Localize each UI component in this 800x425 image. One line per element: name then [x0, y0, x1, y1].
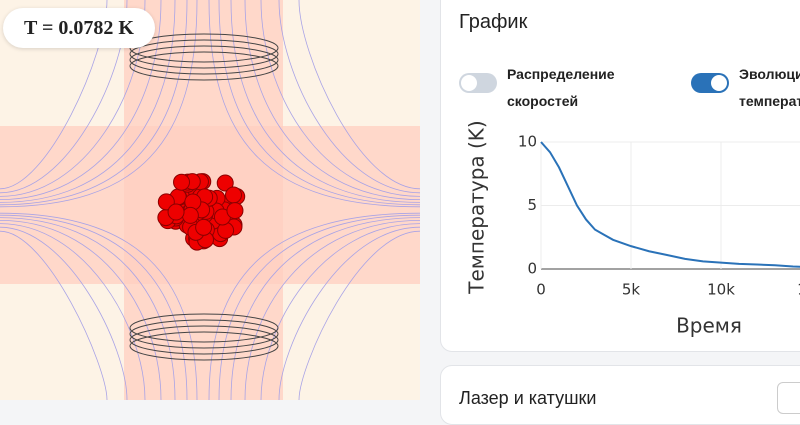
- atom: [167, 203, 185, 221]
- field-line: [208, 0, 420, 208]
- field-line: [244, 0, 420, 200]
- field-line: [244, 220, 420, 400]
- atom-cloud: [157, 173, 246, 251]
- field-line: [0, 226, 128, 400]
- toggle[interactable]: Эволюция температуры: [691, 61, 800, 115]
- field-line: [278, 0, 420, 194]
- atom: [195, 218, 213, 236]
- field-line: [0, 214, 188, 400]
- field-line: [298, 230, 420, 400]
- atom: [225, 186, 243, 204]
- coil-loop: [129, 325, 279, 355]
- coil-loop: [129, 39, 279, 69]
- switch[interactable]: [459, 73, 497, 93]
- coil-loop: [129, 319, 279, 349]
- field-line: [218, 214, 420, 400]
- coil-loop: [129, 33, 279, 63]
- field-line: [298, 0, 420, 190]
- atom: [216, 174, 234, 192]
- knob: [711, 75, 727, 91]
- field-line: [0, 230, 108, 400]
- toggle[interactable]: Распределение скоростей: [459, 61, 637, 115]
- field-line: [0, 223, 146, 400]
- coil-loop: [129, 45, 279, 75]
- toggle-label: Распределение скоростей: [507, 66, 615, 109]
- section-title: Лазер и катушки: [459, 388, 597, 408]
- switch[interactable]: [691, 73, 729, 93]
- field-line: [0, 220, 162, 400]
- field-line: [230, 217, 420, 400]
- field-line: [260, 223, 420, 400]
- field-line: [0, 0, 162, 200]
- atom: [181, 206, 199, 224]
- atom: [173, 173, 191, 191]
- field-line: [278, 226, 420, 400]
- field-line: [0, 0, 176, 203]
- atom: [226, 202, 244, 220]
- field-line: [230, 0, 420, 203]
- coil-loop: [129, 51, 279, 81]
- field-line: [260, 0, 420, 197]
- toggle-label: Эволюция температуры: [739, 66, 800, 109]
- simulation-view: [0, 0, 420, 400]
- coil-loop: [129, 313, 279, 343]
- field-line: [218, 0, 420, 206]
- chart-card: График Распределение скоростей Эволюция …: [440, 0, 800, 352]
- coil-loop: [129, 331, 279, 361]
- select-box[interactable]: [777, 382, 800, 414]
- knob: [461, 75, 477, 91]
- field-line: [0, 0, 188, 206]
- coils: [129, 33, 279, 361]
- field-line: [0, 0, 198, 208]
- temperature-badge: T = 0.0782 K: [3, 8, 155, 48]
- panel-title: График: [459, 11, 528, 33]
- field-line: [0, 217, 176, 400]
- settings-card: Лазер и катушки: [440, 365, 800, 425]
